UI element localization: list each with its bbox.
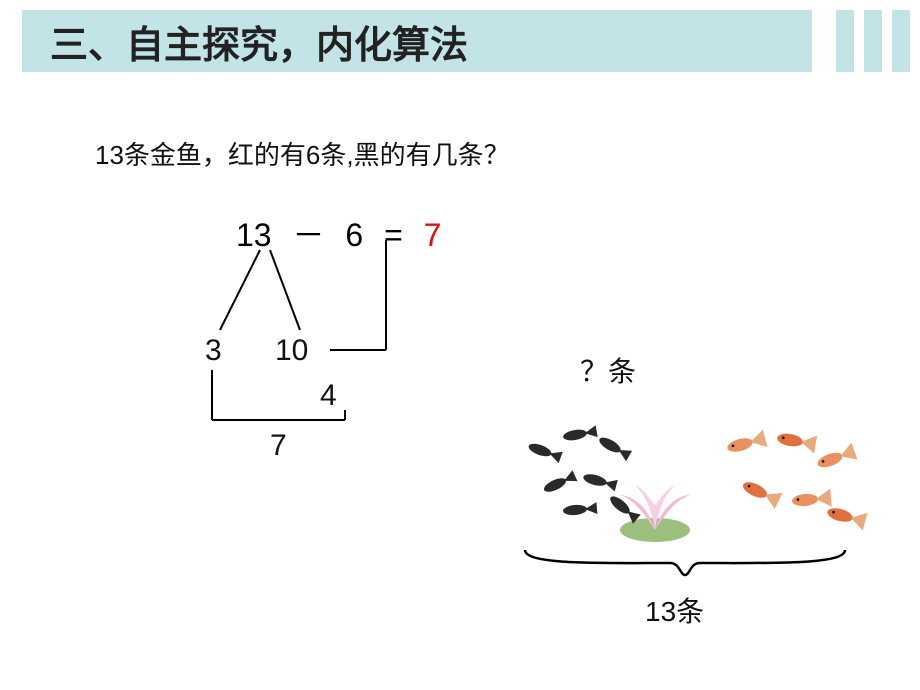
unknown-label: ？条 xyxy=(580,350,636,390)
decomp-final: 7 xyxy=(270,429,287,462)
brace-icon xyxy=(520,545,850,585)
section-header: 三、自主探究，内化算法 xyxy=(22,10,812,72)
stripe xyxy=(864,10,882,72)
decomp-left: 3 xyxy=(205,334,222,367)
black-fish-group xyxy=(527,425,641,523)
section-title: 三、自主探究，内化算法 xyxy=(50,14,468,69)
stripe xyxy=(836,10,854,72)
problem-text: 13条金鱼，红的有6条,黑的有几条？ xyxy=(95,135,510,172)
fish-drawing xyxy=(500,390,870,570)
stripe xyxy=(892,10,910,72)
fish-illustration: ？条 13条 xyxy=(500,350,870,650)
header-stripes xyxy=(836,10,910,72)
decomp-right: 10 xyxy=(275,334,308,367)
decomp-sub: 4 xyxy=(320,379,337,412)
total-label: 13条 xyxy=(645,590,704,630)
red-fish-group xyxy=(725,429,867,531)
decomposition-diagram: 3 10 4 7 xyxy=(170,210,490,490)
